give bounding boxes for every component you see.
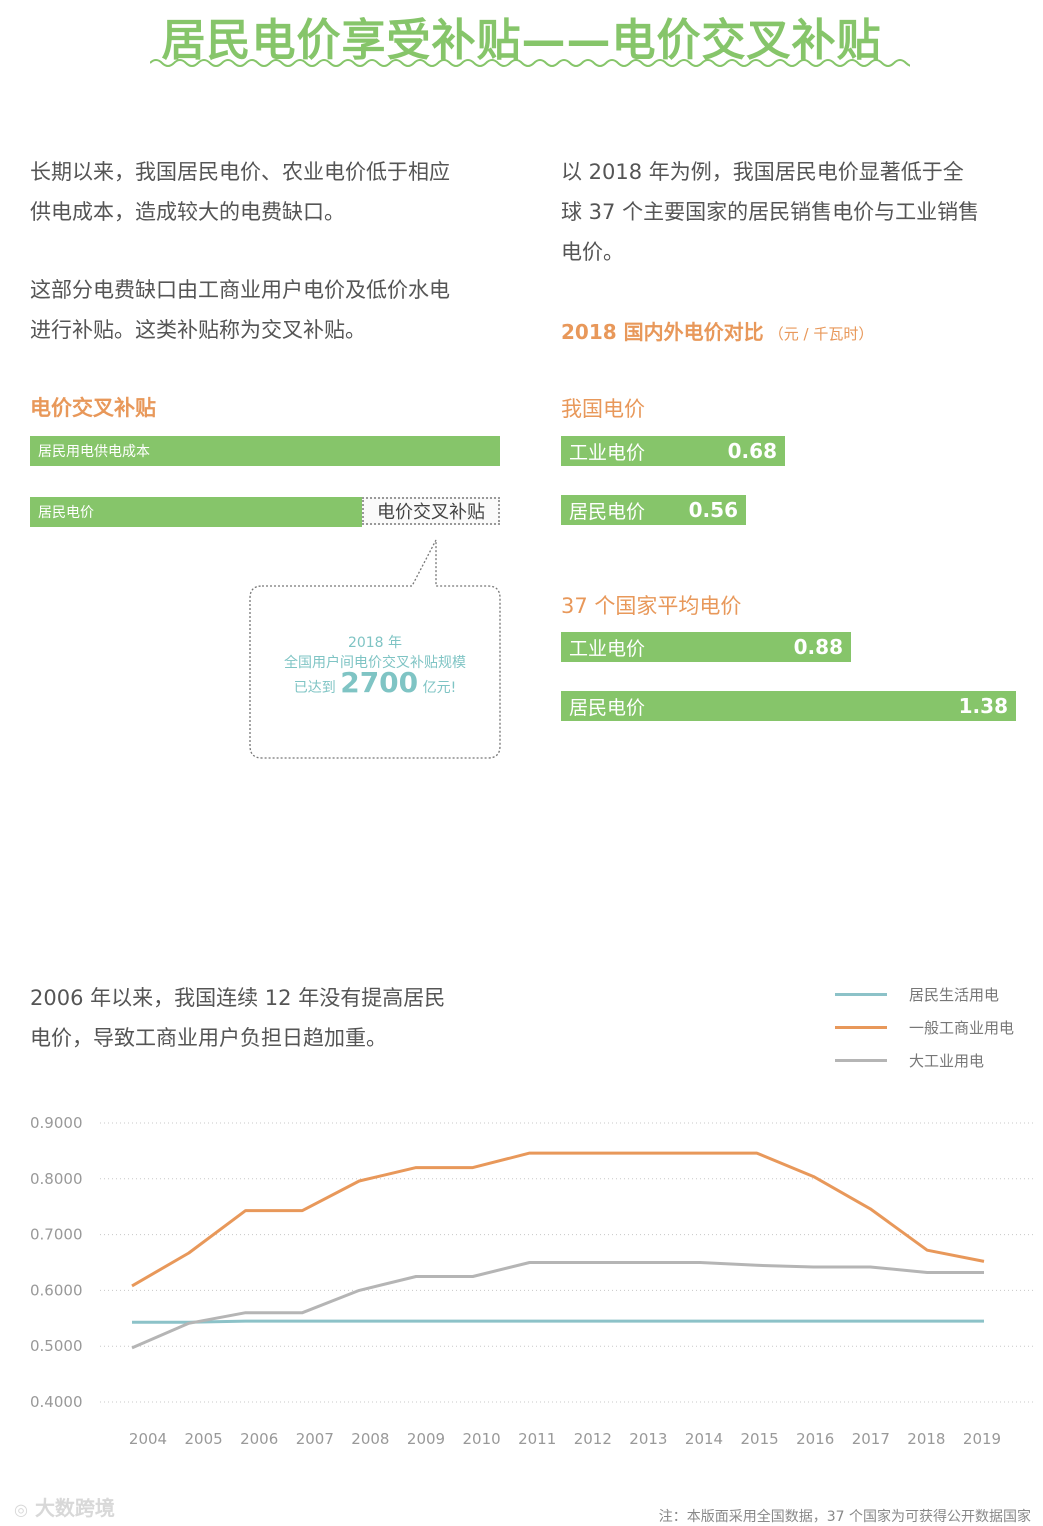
bar-label: 居民电价: [569, 696, 646, 719]
watermark-icon: ◎: [14, 1500, 28, 1519]
trend-line: 电价，导致工商业用户负担日趋加重。: [30, 1026, 387, 1050]
china-heading: 我国电价: [561, 397, 645, 421]
x-tick-label: 2013: [629, 1430, 667, 1448]
y-tick-label: 0.7000: [30, 1226, 83, 1244]
legend-label: 一般工商业用电: [909, 1018, 1015, 1037]
supply-cost-bar: 居民用电供电成本: [30, 436, 500, 466]
bubble-year: 2018 年: [347, 635, 403, 651]
avg37-industrial-bar: 工业电价 0.88: [561, 632, 851, 662]
page-title: 居民电价享受补贴——电价交叉补贴: [161, 15, 882, 66]
trend-paragraph: 2006 年以来，我国连续 12 年没有提高居民 电价，导致工商业用户负担日趋加…: [30, 978, 530, 1058]
x-tick-label: 2009: [407, 1430, 445, 1448]
bubble-prefix: 已达到: [293, 680, 336, 696]
x-tick-label: 2019: [963, 1430, 1001, 1448]
bar-value: 0.56: [688, 498, 738, 522]
y-tick-label: 0.4000: [30, 1393, 83, 1411]
legend-item-commercial: 一般工商业用电: [835, 1017, 1014, 1037]
bubble-amount: 2700: [340, 666, 419, 699]
bar-label: 工业电价: [569, 637, 646, 660]
x-tick-label: 2017: [852, 1430, 890, 1448]
legend-swatch: [835, 992, 887, 996]
cross-subsidy-heading: 电价交叉补贴: [30, 396, 156, 420]
series-line-0: [132, 1319, 984, 1324]
x-tick-label: 2010: [463, 1430, 501, 1448]
comparison-unit: （元 / 千瓦时）: [768, 325, 874, 343]
intro-line: 进行补贴。这类补贴称为交叉补贴。: [30, 318, 366, 342]
avg37-heading: 37 个国家平均电价: [561, 594, 742, 618]
china-industrial-bar: 工业电价 0.68: [561, 436, 785, 466]
bar-label: 居民电价: [569, 500, 646, 523]
watermark: ◎ 大数跨境: [14, 1492, 115, 1521]
legend-item-industrial: 大工业用电: [835, 1050, 1014, 1070]
chart-legend: 居民生活用电 一般工商业用电 大工业用电: [835, 984, 1014, 1070]
bubble-amount-line: 已达到 2700 亿元!: [252, 669, 498, 698]
bar-label: 工业电价: [569, 441, 646, 464]
x-tick-label: 2016: [796, 1430, 834, 1448]
bubble-text: 2018 年 全国用户间电价交叉补贴规模 已达到 2700 亿元!: [252, 633, 498, 698]
trend-line: 2006 年以来，我国连续 12 年没有提高居民: [30, 986, 446, 1010]
y-tick-label: 0.9000: [30, 1114, 83, 1132]
line-chart: 0.9000 0.8000 0.7000 0.6000 0.5000 0.4000 2004…: [30, 1114, 1035, 1448]
series-line-2: [131, 1261, 984, 1350]
y-tick-label: 0.6000: [30, 1281, 83, 1299]
intro-line: 供电成本，造成较大的电费缺口。: [30, 200, 345, 224]
intro-paragraph-2: 这部分电费缺口由工商业用户电价及低价水电 进行补贴。这类补贴称为交叉补贴。: [30, 270, 510, 350]
intro-paragraph-1: 长期以来，我国居民电价、农业电价低于相应 供电成本，造成较大的电费缺口。: [30, 152, 510, 232]
right-line: 以 2018 年为例，我国居民电价显著低于全: [561, 160, 964, 184]
x-tick-label: 2018: [907, 1430, 945, 1448]
right-paragraph: 以 2018 年为例，我国居民电价显著低于全 球 37 个主要国家的居民销售电价…: [561, 152, 1036, 272]
bubble-desc: 全国用户间电价交叉补贴规模: [284, 655, 466, 671]
x-tick-label: 2012: [574, 1430, 612, 1448]
bar-value: 0.88: [793, 635, 843, 659]
cross-subsidy-segment: 电价交叉补贴: [362, 497, 500, 525]
y-tick-label: 0.5000: [30, 1337, 83, 1355]
comparison-header: 2018 国内外电价对比 （元 / 千瓦时）: [561, 316, 873, 345]
watermark-text: 大数跨境: [34, 1496, 115, 1520]
series-line-1: [131, 1151, 985, 1288]
china-residential-bar: 居民电价 0.56: [561, 495, 746, 525]
legend-swatch: [835, 1025, 887, 1029]
intro-line: 这部分电费缺口由工商业用户电价及低价水电: [30, 278, 450, 302]
resident-price-label: 居民电价: [38, 505, 94, 521]
legend-label: 居民生活用电: [909, 985, 1000, 1004]
x-tick-label: 2007: [296, 1430, 334, 1448]
x-tick-label: 2011: [518, 1430, 556, 1448]
speech-bubble: [249, 539, 501, 759]
avg37-residential-bar: 居民电价 1.38: [561, 691, 1016, 721]
resident-price-bar: 居民电价: [30, 497, 362, 527]
y-tick-label: 0.8000: [30, 1170, 83, 1188]
title-underline-wave: [150, 59, 910, 67]
right-line: 电价。: [561, 240, 624, 264]
x-tick-label: 2006: [240, 1430, 278, 1448]
footnote: 注：本版面采用全国数据，37 个国家为可获得公开数据国家: [658, 1509, 1031, 1525]
legend-item-residential: 居民生活用电: [835, 984, 1014, 1004]
supply-cost-label: 居民用电供电成本: [38, 444, 150, 460]
bar-value: 0.68: [727, 439, 777, 463]
x-tick-label: 2015: [741, 1430, 779, 1448]
x-tick-label: 2005: [185, 1430, 223, 1448]
bar-value: 1.38: [958, 694, 1008, 718]
legend-swatch: [835, 1058, 887, 1062]
comparison-heading: 2018 国内外电价对比: [561, 320, 764, 344]
intro-line: 长期以来，我国居民电价、农业电价低于相应: [30, 160, 450, 184]
right-line: 球 37 个主要国家的居民销售电价与工业销售: [561, 200, 980, 224]
x-tick-label: 2014: [685, 1430, 723, 1448]
legend-label: 大工业用电: [909, 1051, 985, 1070]
x-tick-label: 2004: [129, 1430, 167, 1448]
x-tick-label: 2008: [351, 1430, 389, 1448]
bubble-suffix: 亿元!: [422, 680, 457, 696]
